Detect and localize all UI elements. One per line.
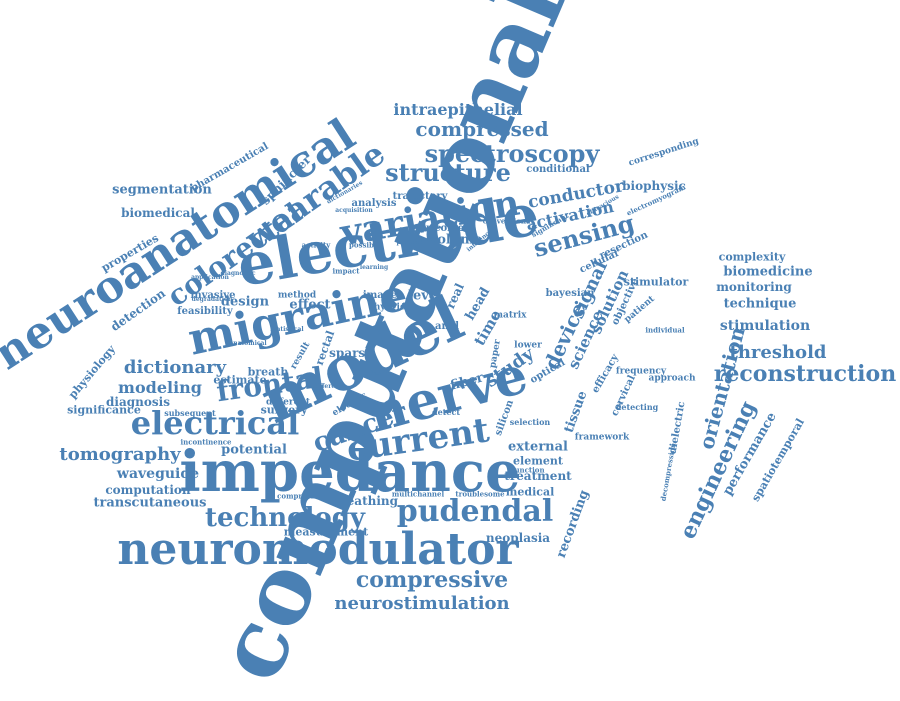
word: diagnosis [106,395,170,409]
word: anal [434,321,460,332]
word: technique [723,296,797,312]
word: multichannel [391,489,445,499]
word: waveguide [116,466,200,482]
word: neuromodulator [117,524,519,575]
word: tissue [561,389,591,435]
word: stimulation [719,318,811,334]
word: impact [332,266,360,276]
word: biophysic [622,179,686,193]
word: method [277,290,317,301]
word: trajectory [392,191,448,202]
word: outcome [415,223,465,234]
word: potential [221,442,287,458]
word: degradation [191,296,233,303]
word: spectroscopy [424,139,600,168]
word: data [367,370,383,377]
word: pudendal [396,494,554,529]
word: significance [67,403,141,417]
word: decompression [658,442,678,502]
word: compressive [355,567,509,593]
word: hybrid [373,302,407,313]
word: selection [509,417,551,427]
word: analysis [351,198,397,209]
word: statistical [270,326,304,333]
word: measurement [283,525,369,539]
word: transcutaneous [93,495,207,511]
word: design [220,294,270,310]
word: volume [429,232,483,248]
word: electrical [130,404,300,442]
word: frequency [615,366,667,377]
word: framework [574,432,630,443]
word: corresponding [627,136,701,169]
word: complexity [718,250,786,264]
word: approach [648,373,696,384]
word: technology [204,503,366,533]
word: intraepithelial [393,100,523,119]
word: detect [431,407,461,417]
word: dictionary [123,357,227,378]
word: learning [359,264,389,271]
word: neurostimulation [334,593,510,614]
word: conventional [482,216,534,226]
word: threshold [729,342,827,363]
word: diagnostic [220,270,256,277]
word: feasibility [177,306,233,317]
word: incontinence [180,437,232,447]
word: medical [505,485,555,499]
word: compression [277,491,327,501]
word: monitoring [716,280,792,294]
word: level [408,288,442,304]
word: modeling [118,378,202,397]
word: anatomical [229,340,267,347]
word: neoplasia [485,531,551,545]
word: application [191,274,229,281]
word: difference [312,383,348,390]
word: treatment [504,469,572,483]
word: breath [247,365,289,379]
word: reconstruction [713,361,897,387]
word: pumped [396,239,424,246]
word: segmentation [112,182,212,198]
word: detecting [615,402,659,412]
word: stimulator [623,275,689,289]
word: effect [289,297,331,313]
word: physiology [66,342,118,402]
word: subsequent [164,408,216,418]
word: estimate [213,373,267,387]
word: conditional [526,164,590,175]
word: biomedical [121,206,195,220]
word: biomedicine [723,264,813,280]
word: computation [105,483,191,497]
word: image [362,290,398,301]
word: tomography [59,444,181,465]
word: possible [348,240,382,250]
word: acquisition [335,207,373,214]
word: invasive [190,290,236,301]
word: different [266,397,310,408]
word: individual [645,325,685,335]
word: compressed [415,117,549,141]
word: element [513,454,563,468]
word: breathing [331,494,399,508]
word: sparse [329,346,373,360]
word: matrix [493,310,527,321]
word: activity [301,240,331,250]
word: troublesome [455,489,505,499]
word: external [508,439,568,455]
word: function [511,465,545,475]
word: surgery [260,403,308,417]
word: recording [553,488,593,560]
word: lower [514,340,542,351]
word: impedance [179,439,521,505]
word: bayesian [545,288,595,299]
word: structure [385,158,511,187]
